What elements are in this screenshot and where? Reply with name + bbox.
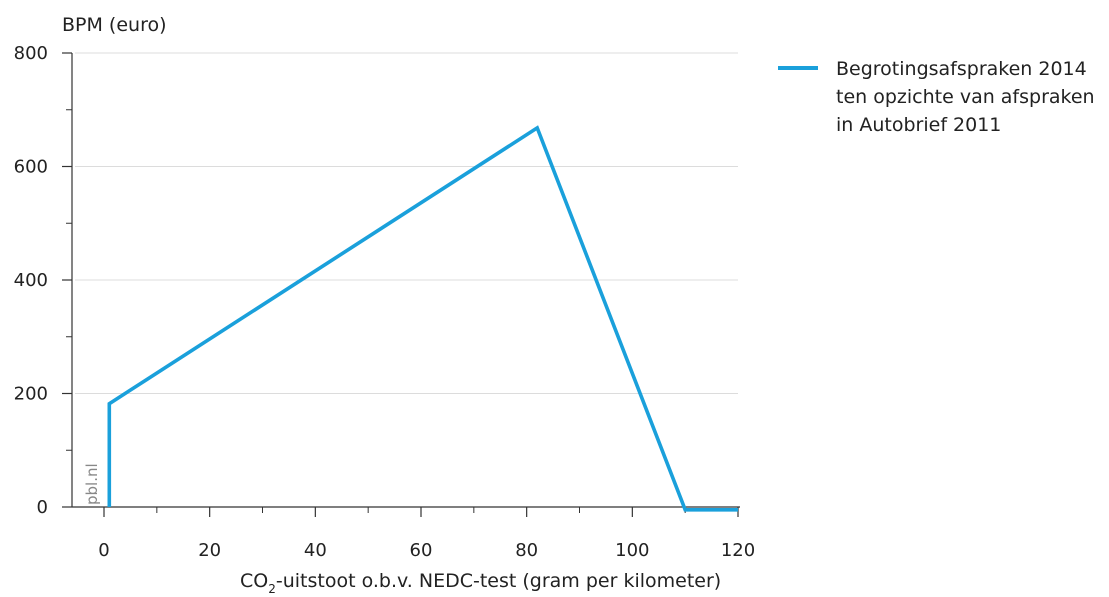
x-tick-label-6: 120 [721, 540, 755, 561]
legend: Begrotingsafspraken 2014 ten opzichte van… [778, 58, 1095, 136]
legend-label-line-0: Begrotingsafspraken 2014 [836, 58, 1087, 80]
y-tick-label-0: 0 [37, 497, 48, 518]
grid-lines [75, 52, 738, 394]
y-tick-label-2: 400 [14, 270, 48, 291]
x-tick-label-5: 100 [615, 540, 649, 561]
x-tick-label-1: 20 [198, 540, 221, 561]
x-axis-title-prefix: CO [240, 570, 268, 592]
y-axis-ticks: 0 200 400 600 800 [14, 43, 72, 518]
y-tick-label-1: 200 [14, 384, 48, 405]
x-tick-label-2: 40 [304, 540, 327, 561]
legend-label-line-2: in Autobrief 2011 [836, 114, 1001, 136]
legend-label: Begrotingsafspraken 2014 ten opzichte van… [836, 58, 1095, 136]
series-line-0 [107, 125, 738, 512]
x-axis-ticks: 0 20 40 60 80 100 120 [98, 507, 755, 561]
x-tick-label-3: 60 [410, 540, 433, 561]
x-tick-label-0: 0 [98, 540, 109, 561]
x-tick-label-4: 80 [515, 540, 538, 561]
y-axis-title: BPM (euro) [62, 14, 167, 36]
legend-label-line-1: ten opzichte van afspraken [836, 86, 1095, 108]
x-axis-title-subscript: 2 [268, 582, 276, 596]
x-axis-title: CO2-uitstoot o.b.v. NEDC-test (gram per … [240, 570, 721, 596]
series-group [107, 125, 738, 512]
watermark-pbl: pbl.nl [83, 463, 101, 505]
x-axis-title-suffix: -uitstoot o.b.v. NEDC-test (gram per kil… [276, 570, 721, 592]
y-tick-label-3: 600 [14, 157, 48, 178]
y-tick-label-4: 800 [14, 43, 48, 64]
